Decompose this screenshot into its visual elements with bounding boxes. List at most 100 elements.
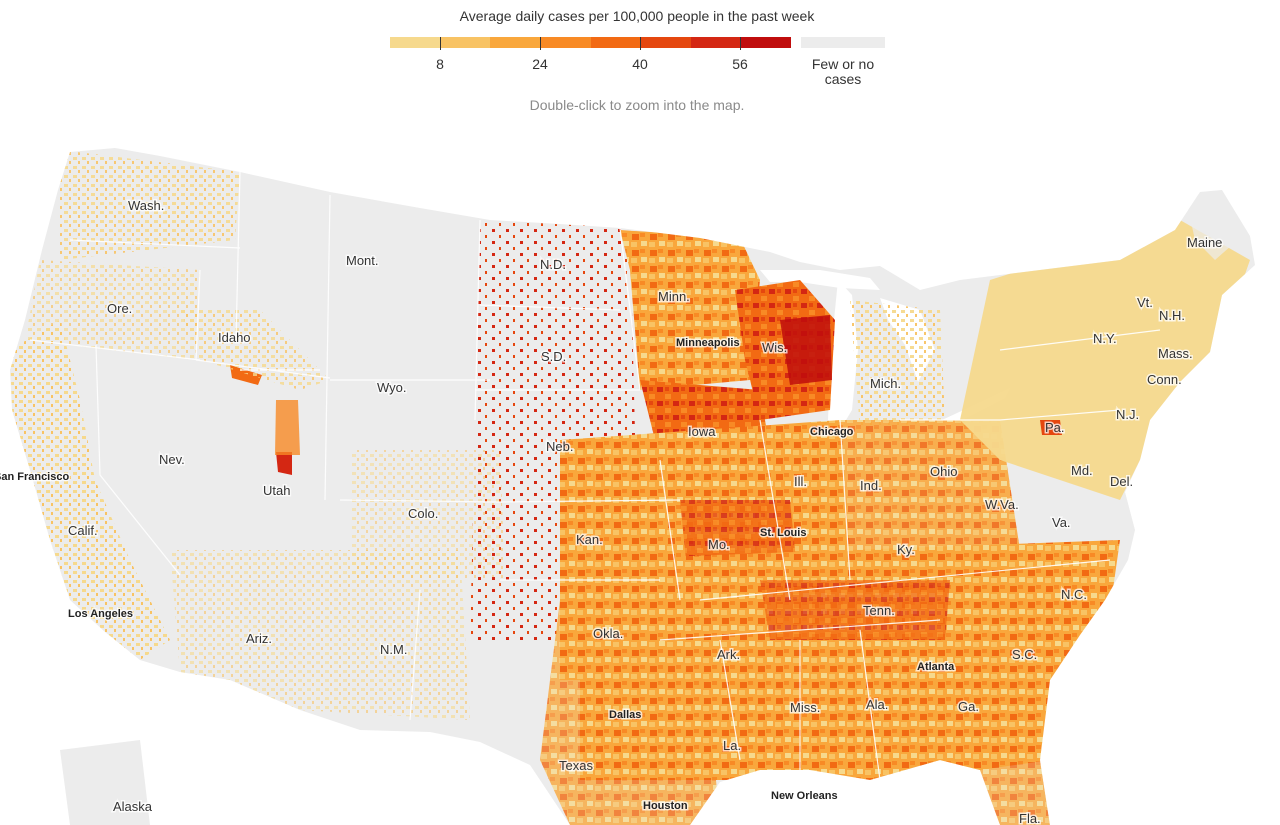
no-data-swatch bbox=[801, 37, 885, 48]
state-label: Mich. bbox=[870, 376, 901, 391]
florida-region bbox=[900, 760, 1050, 825]
wisconsin-hot-core bbox=[780, 315, 832, 385]
state-label: Wash. bbox=[128, 198, 164, 213]
state-label: Kan. bbox=[576, 532, 603, 547]
city-label: St. Louis bbox=[760, 527, 806, 539]
state-label: Va. bbox=[1052, 515, 1071, 530]
state-label: Vt. bbox=[1137, 295, 1153, 310]
state-label: N.J. bbox=[1116, 407, 1139, 422]
tennessee-hot bbox=[760, 580, 950, 640]
legend-tick-mark bbox=[540, 37, 541, 50]
city-label: Dallas bbox=[609, 709, 641, 721]
lake-superior bbox=[760, 270, 880, 290]
state-label: Ky. bbox=[897, 542, 915, 557]
state-label: Del. bbox=[1110, 474, 1133, 489]
city-label: Minneapolis bbox=[676, 337, 740, 349]
state-label: Mass. bbox=[1158, 346, 1193, 361]
state-label: Utah bbox=[263, 483, 290, 498]
oregon-region bbox=[25, 260, 200, 360]
color-scale-step-7 bbox=[690, 37, 741, 48]
state-label: Maine bbox=[1187, 235, 1222, 250]
wasatch-region bbox=[275, 400, 300, 455]
state-label: Pa. bbox=[1045, 420, 1065, 435]
state-label: N.C. bbox=[1061, 587, 1087, 602]
legend-tick-mark bbox=[740, 37, 741, 50]
alaska-landmass bbox=[60, 740, 150, 825]
state-label: Colo. bbox=[408, 506, 438, 521]
state-label: Alaska bbox=[113, 799, 153, 814]
state-label: Ore. bbox=[107, 301, 132, 316]
state-label: Ohio bbox=[930, 464, 957, 479]
washington-region bbox=[60, 150, 240, 260]
state-label: Miss. bbox=[790, 700, 820, 715]
state-label: Ariz. bbox=[246, 631, 272, 646]
zoom-hint: Double-click to zoom into the map. bbox=[529, 97, 745, 113]
state-label: N.Y. bbox=[1093, 331, 1117, 346]
state-label: Iowa bbox=[688, 424, 716, 439]
state-label: Texas bbox=[559, 758, 593, 773]
city-label-layer: San Francisco Los Angeles Minneapolis Ch… bbox=[0, 336, 957, 814]
state-label: Tenn. bbox=[863, 603, 895, 618]
state-borders bbox=[29, 171, 1161, 781]
state-label: Ala. bbox=[866, 697, 888, 712]
state-label: Minn. bbox=[658, 289, 690, 304]
northeast-region bbox=[960, 220, 1250, 500]
state-label: Okla. bbox=[593, 626, 623, 641]
southwest-region bbox=[170, 550, 470, 720]
legend-tick-mark bbox=[440, 37, 441, 50]
color-scale-step-1 bbox=[390, 37, 441, 48]
maine-pale bbox=[1185, 192, 1240, 260]
color-scale-step-2 bbox=[440, 37, 491, 48]
color-scale-step-6 bbox=[640, 37, 691, 48]
state-label: N.D. bbox=[540, 257, 566, 272]
state-label-layer: Wash. Ore. Idaho Mont. Wyo. N.D. S.D. Ne… bbox=[67, 197, 1224, 825]
color-scale-step-5 bbox=[590, 37, 641, 48]
state-label: Wis. bbox=[762, 340, 787, 355]
color-scale-step-4 bbox=[540, 37, 591, 48]
state-label: S.C. bbox=[1012, 647, 1037, 662]
state-label: Idaho bbox=[218, 330, 251, 345]
state-label: Conn. bbox=[1147, 372, 1182, 387]
state-label: N.M. bbox=[380, 642, 407, 657]
southeast-region bbox=[580, 540, 1120, 780]
state-label: Mo. bbox=[708, 537, 730, 552]
lake-michigan bbox=[828, 280, 858, 430]
city-label: New Orleans bbox=[771, 790, 838, 802]
city-label: Atlanta bbox=[917, 661, 955, 673]
city-label: Chicago bbox=[810, 426, 854, 438]
ohio-valley-region bbox=[840, 420, 1020, 560]
legend-tick-label: 56 bbox=[732, 56, 748, 72]
legend-title: Average daily cases per 100,000 people i… bbox=[459, 8, 815, 24]
state-label: Calif. bbox=[68, 523, 98, 538]
state-label: Fla. bbox=[1019, 811, 1041, 825]
pennsylvania-hot bbox=[1040, 420, 1062, 435]
west-coast-region bbox=[10, 320, 170, 660]
color-scale-step-8 bbox=[740, 37, 791, 48]
state-label: La. bbox=[723, 738, 741, 753]
state-label: Neb. bbox=[546, 439, 573, 454]
state-label: Md. bbox=[1071, 463, 1093, 478]
utah-hotspot bbox=[276, 452, 292, 475]
state-label: Ark. bbox=[717, 647, 740, 662]
legend-tick-label: 24 bbox=[532, 56, 548, 72]
state-label: S.D. bbox=[541, 349, 566, 364]
city-label: San Francisco bbox=[0, 471, 69, 483]
us-county-case-map[interactable]: Wash. Ore. Idaho Mont. Wyo. N.D. S.D. Ne… bbox=[0, 120, 1280, 825]
state-label: Wyo. bbox=[377, 380, 407, 395]
city-label: Los Angeles bbox=[68, 608, 133, 620]
legend-tick-label: 40 bbox=[632, 56, 648, 72]
state-label: Ga. bbox=[958, 699, 979, 714]
state-label: Nev. bbox=[159, 452, 185, 467]
color-scale-step-3 bbox=[490, 37, 541, 48]
michigan-region bbox=[850, 300, 945, 430]
no-data-label: Few or no cases bbox=[811, 56, 875, 87]
minnesota-region bbox=[620, 230, 760, 390]
state-label: Mont. bbox=[346, 253, 379, 268]
state-label: N.H. bbox=[1159, 308, 1185, 323]
state-label: Ind. bbox=[860, 478, 882, 493]
colorado-region bbox=[350, 450, 505, 580]
color-scale-bar bbox=[390, 37, 791, 48]
legend-tick-label: 8 bbox=[436, 56, 444, 72]
city-label: Houston bbox=[643, 800, 688, 812]
state-label: W.Va. bbox=[985, 497, 1019, 512]
